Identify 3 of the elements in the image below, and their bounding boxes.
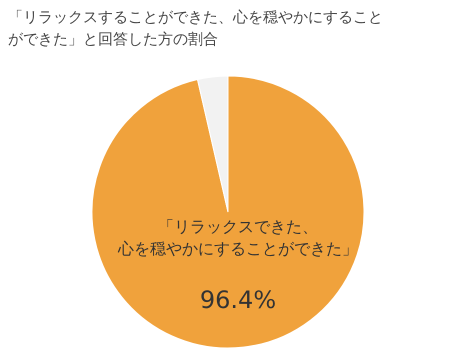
data-label: 96.4% (200, 286, 276, 314)
chart-title: 「リラックスすることができた、心を穏やかにすることができた」と回答した方の割合 (8, 8, 383, 48)
slice-label: 「リラックスできた、心を穏やかにすることができた」 (117, 217, 358, 258)
